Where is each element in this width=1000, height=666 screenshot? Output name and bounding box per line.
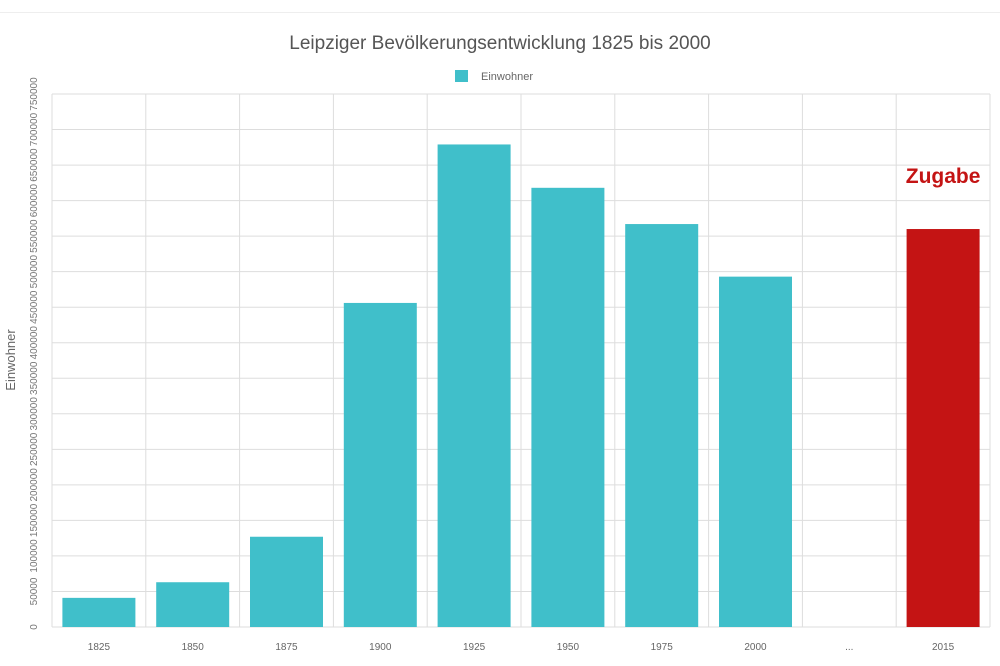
y-tick-label: 500000: [29, 255, 40, 289]
bar[interactable]: [62, 597, 136, 627]
bar[interactable]: [625, 224, 699, 627]
x-tick-label: 1900: [369, 642, 392, 653]
chart-title: Leipziger Bevölkerungsentwicklung 1825 b…: [289, 33, 710, 54]
y-tick-label: 300000: [29, 397, 40, 431]
y-tick-label: 100000: [29, 539, 40, 573]
y-tick-label: 0: [29, 624, 40, 630]
annotation-label: Zugabe: [906, 165, 981, 188]
y-tick-label: 450000: [29, 290, 40, 324]
x-tick-label: 2015: [932, 642, 955, 653]
y-tick-label: 50000: [29, 577, 40, 605]
x-tick-label: 1925: [463, 642, 486, 653]
legend-swatch: [455, 70, 468, 82]
y-tick-label: 600000: [29, 183, 40, 217]
x-tick-label: ...: [845, 642, 853, 653]
y-tick-label: 350000: [29, 361, 40, 395]
y-tick-label: 150000: [29, 503, 40, 537]
x-tick-label: 1875: [275, 642, 298, 653]
y-tick-label: 400000: [29, 326, 40, 360]
y-tick-label: 250000: [29, 432, 40, 466]
top-divider: [0, 12, 1000, 13]
y-tick-label: 700000: [29, 112, 40, 146]
y-tick-label: 650000: [29, 148, 40, 182]
y-tick-label: 200000: [29, 468, 40, 502]
bar[interactable]: [437, 144, 511, 627]
bar[interactable]: [343, 302, 417, 627]
y-tick-label: 750000: [29, 77, 40, 111]
y-tick-label: 550000: [29, 219, 40, 253]
bar[interactable]: [719, 276, 792, 627]
y-axis-label: Einwohner: [3, 329, 18, 391]
x-tick-label: 2000: [744, 642, 767, 653]
bar[interactable]: [156, 582, 230, 627]
bar-highlight[interactable]: [906, 229, 980, 627]
legend-label[interactable]: Einwohner: [481, 71, 533, 83]
x-tick-label: 1825: [88, 642, 111, 653]
bar[interactable]: [250, 536, 323, 627]
x-tick-label: 1950: [557, 642, 580, 653]
bar[interactable]: [531, 187, 605, 628]
x-tick-label: 1850: [182, 642, 205, 653]
x-tick-label: 1975: [651, 642, 674, 653]
